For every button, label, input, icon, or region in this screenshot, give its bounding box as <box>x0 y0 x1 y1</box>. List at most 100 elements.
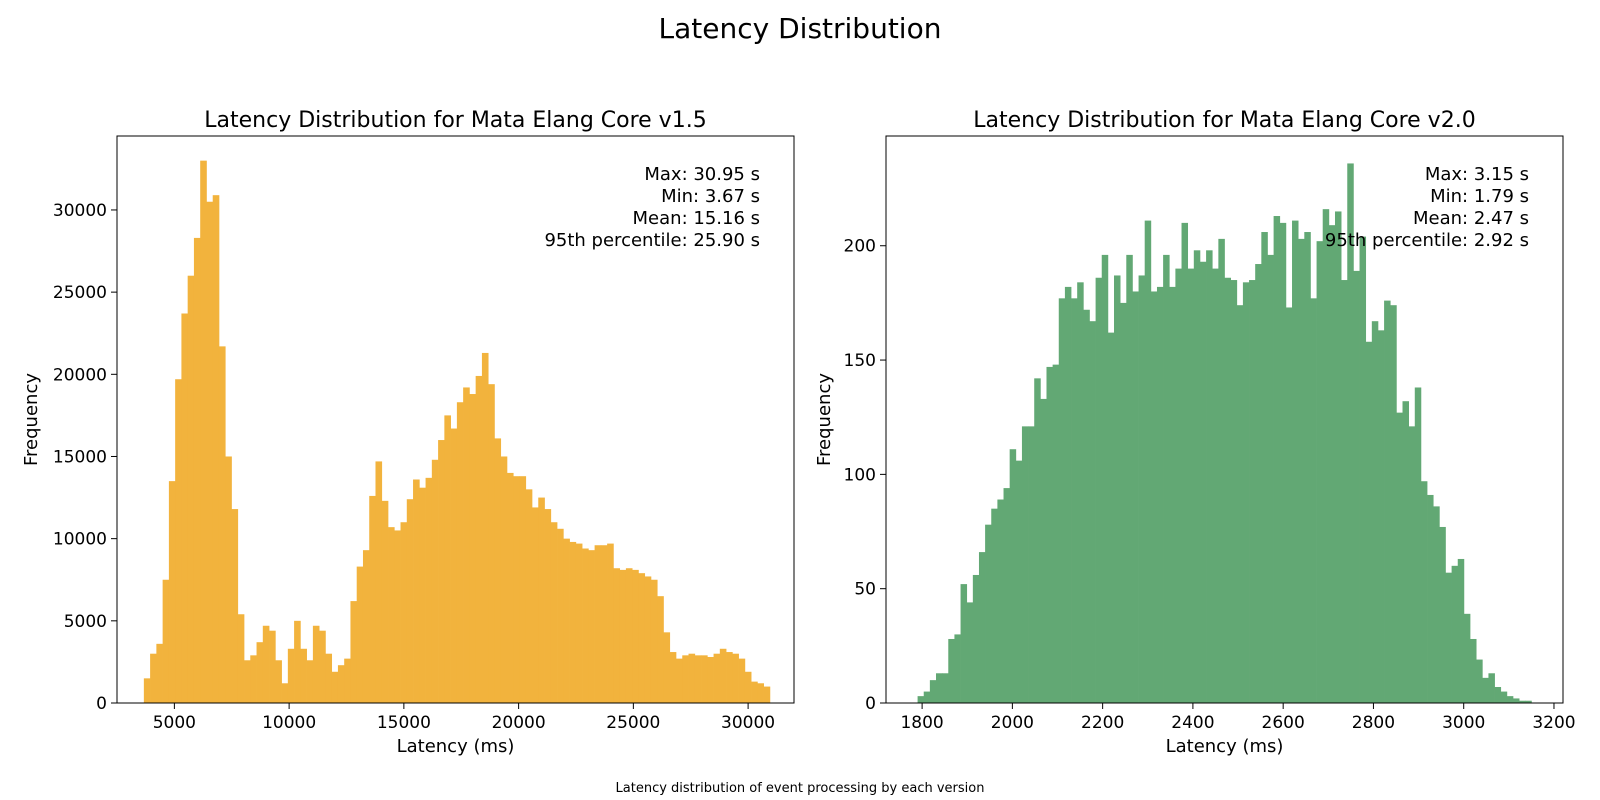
histogram-bar <box>1206 250 1213 703</box>
histogram-bar <box>1390 305 1397 703</box>
histogram-bar <box>1052 364 1060 703</box>
histogram-bar <box>381 500 389 703</box>
histogram-bar <box>1512 698 1520 703</box>
histogram-bar <box>1163 254 1170 703</box>
histogram-bar <box>594 545 602 703</box>
x-tick-label: 10000 <box>262 713 316 733</box>
histogram-bar <box>400 522 408 703</box>
histogram-bar <box>156 643 163 703</box>
histogram-bar <box>1089 321 1096 703</box>
histogram-bar <box>281 683 289 703</box>
panel-v1-5-x-axis-label: Latency (ms) <box>397 736 515 757</box>
histogram-bar <box>1218 238 1225 703</box>
histogram-bar <box>948 638 955 703</box>
histogram-bar <box>972 574 980 703</box>
x-tick-label: 2200 <box>1081 713 1124 733</box>
histogram-bar <box>494 438 502 703</box>
histogram-bar <box>356 566 364 703</box>
histogram-bar <box>312 625 320 703</box>
histogram-bar <box>1046 366 1053 703</box>
histogram-bar <box>1175 268 1182 703</box>
panel-v2-0-bars <box>917 163 1532 704</box>
histogram-bar <box>237 614 245 703</box>
panel-v1-5-stat-min: Min: 3.67 s <box>661 186 760 207</box>
histogram-bar <box>369 495 376 703</box>
histogram-bar <box>375 461 383 703</box>
histogram-bar <box>287 648 295 703</box>
y-tick-label: 100 <box>844 465 876 485</box>
x-tick-label: 2600 <box>1262 713 1305 733</box>
histogram-bar <box>500 456 508 703</box>
histogram-bar <box>438 440 445 703</box>
histogram-bar <box>1034 378 1041 703</box>
figure-title: Latency Distribution <box>659 12 942 45</box>
histogram-bar <box>1476 659 1483 703</box>
y-tick-label: 5000 <box>64 612 107 632</box>
histogram-bar <box>1371 321 1379 703</box>
panel-v1-5-stat-mean: Mean: 15.16 s <box>633 208 760 229</box>
histogram-bar <box>1064 286 1072 703</box>
panel-v2-0-x-axis-label: Latency (ms) <box>1166 736 1284 757</box>
histogram-bar <box>688 653 696 703</box>
histogram-bar <box>1365 341 1373 703</box>
histogram-bar <box>663 632 671 703</box>
x-tick-label: 2000 <box>991 713 1034 733</box>
histogram-bar <box>1433 506 1440 703</box>
histogram-bar <box>694 655 702 703</box>
histogram-bar <box>1003 488 1011 703</box>
histogram-bar <box>1249 280 1256 703</box>
histogram-bar <box>726 652 733 703</box>
histogram-bar <box>1224 277 1231 703</box>
histogram-bar <box>1150 291 1158 703</box>
histogram-bar <box>978 552 986 703</box>
histogram-bar <box>550 522 558 703</box>
y-tick-label: 15000 <box>53 447 107 467</box>
histogram-bar <box>1519 700 1526 703</box>
panel-v1-5-y-axis-label: Frequency <box>21 373 42 466</box>
histogram-bar <box>669 652 677 703</box>
panel-v2-0-x-ticks: 1800 2000 2200 2400 2600 2800 3000 3200 <box>900 703 1576 733</box>
panel-v2-0: Latency Distribution for Mata Elang Core… <box>814 108 1576 757</box>
histogram-bar <box>1114 275 1121 703</box>
histogram-bar <box>388 527 395 703</box>
x-tick-label: 3000 <box>1442 713 1485 733</box>
panel-v2-0-stat-mean: Mean: 2.47 s <box>1413 208 1529 229</box>
histogram-bar <box>1402 401 1409 703</box>
histogram-bar <box>419 487 426 703</box>
histogram-bar <box>1463 613 1471 703</box>
histogram-bar <box>1451 565 1459 703</box>
histogram-bar <box>456 402 464 703</box>
histogram-bar <box>1304 232 1311 703</box>
histogram-bar <box>1021 426 1029 703</box>
histogram-bar <box>582 548 589 703</box>
histogram-bar <box>1488 673 1495 703</box>
histogram-bar <box>1144 220 1152 703</box>
x-tick-label: 1800 <box>900 713 943 733</box>
y-tick-label: 10000 <box>53 530 107 550</box>
histogram-bar <box>713 653 721 703</box>
histogram-bar <box>513 476 520 703</box>
histogram-bar <box>923 691 931 703</box>
histogram-bar <box>1156 286 1164 703</box>
y-tick-label: 200 <box>844 237 876 257</box>
histogram-bar <box>1212 268 1219 703</box>
histogram-bar <box>1261 232 1268 703</box>
histogram-bar <box>506 472 514 703</box>
histogram-bar <box>563 538 570 703</box>
histogram-bar <box>657 596 664 703</box>
histogram-bar <box>175 379 182 703</box>
histogram-bar <box>143 678 151 703</box>
histogram-bar <box>1267 254 1274 703</box>
histogram-bar <box>751 681 758 703</box>
histogram-bar <box>1058 298 1066 703</box>
histogram-bar <box>256 642 264 703</box>
panel-v2-0-title: Latency Distribution for Mata Elang Core… <box>973 108 1475 133</box>
histogram-bar <box>250 655 257 703</box>
histogram-bar <box>525 489 533 703</box>
histogram-bar <box>701 655 708 703</box>
histogram-bar <box>1028 426 1035 703</box>
histogram-bar <box>732 653 739 703</box>
histogram-bar <box>325 653 333 703</box>
x-tick-label: 15000 <box>377 713 431 733</box>
